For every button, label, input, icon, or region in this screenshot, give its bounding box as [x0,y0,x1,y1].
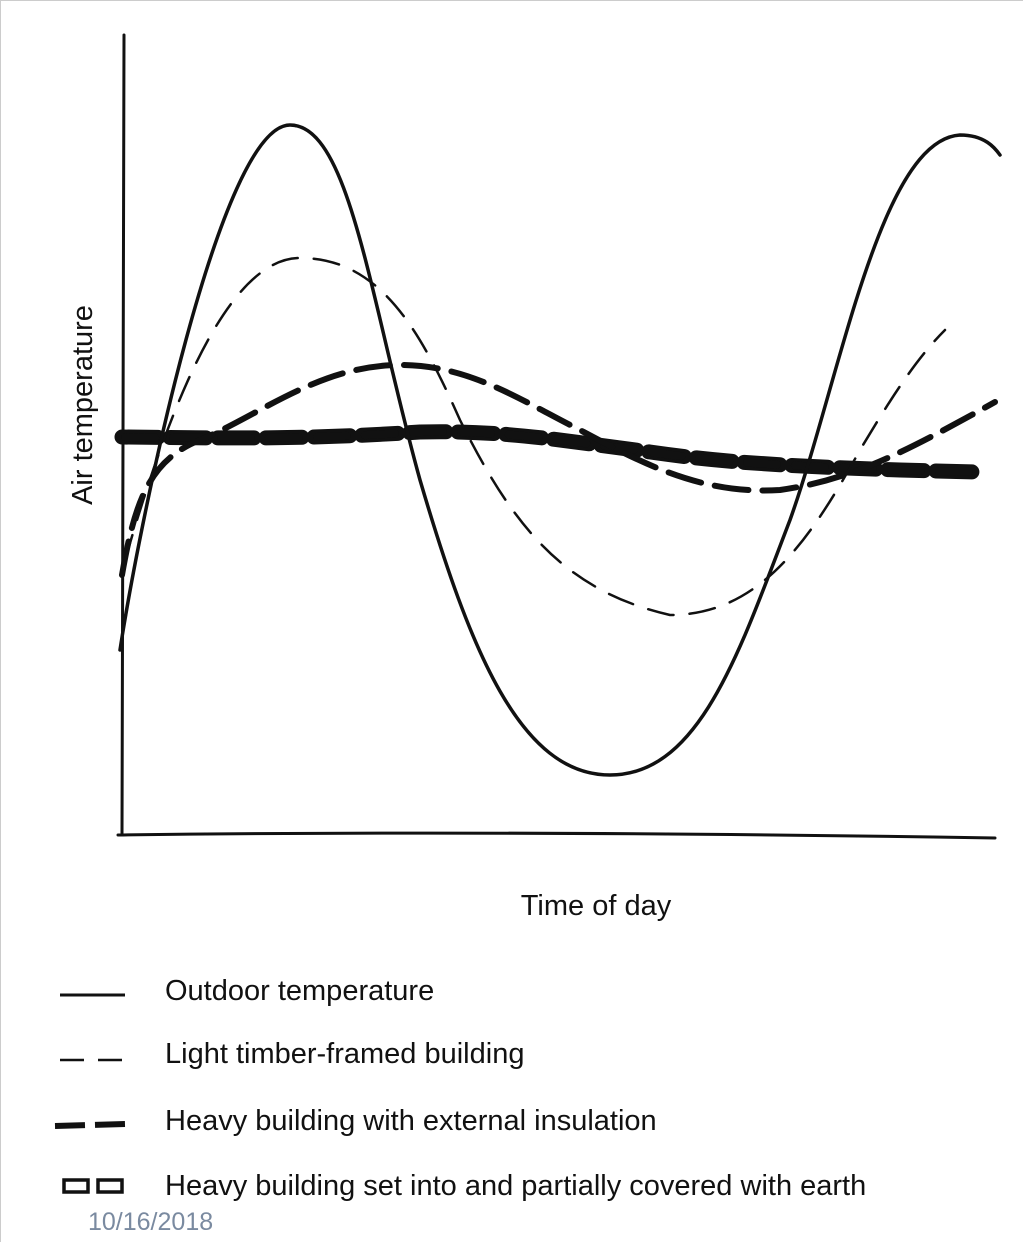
earth-building-curve-inner [118,427,979,476]
date: 10/16/2018 [88,1208,213,1236]
legend-swatch [54,1121,126,1129]
outdoor-curve [118,123,1002,777]
legend-label: Light timber-framed building [165,1038,524,1070]
legend-label: Heavy building with external insulation [165,1105,657,1137]
legend-swatch [96,1178,124,1194]
y-axis-label: Air temperature [67,305,99,505]
heavy-insulated-curve [119,362,998,578]
light-timber-curve [123,256,947,617]
legend-swatch [62,1178,90,1194]
legend-label: Outdoor temperature [165,975,434,1007]
x-axis-label: Time of day [521,890,672,922]
x-axis [116,831,997,840]
legend-label: Heavy building set into and partially co… [165,1170,866,1202]
